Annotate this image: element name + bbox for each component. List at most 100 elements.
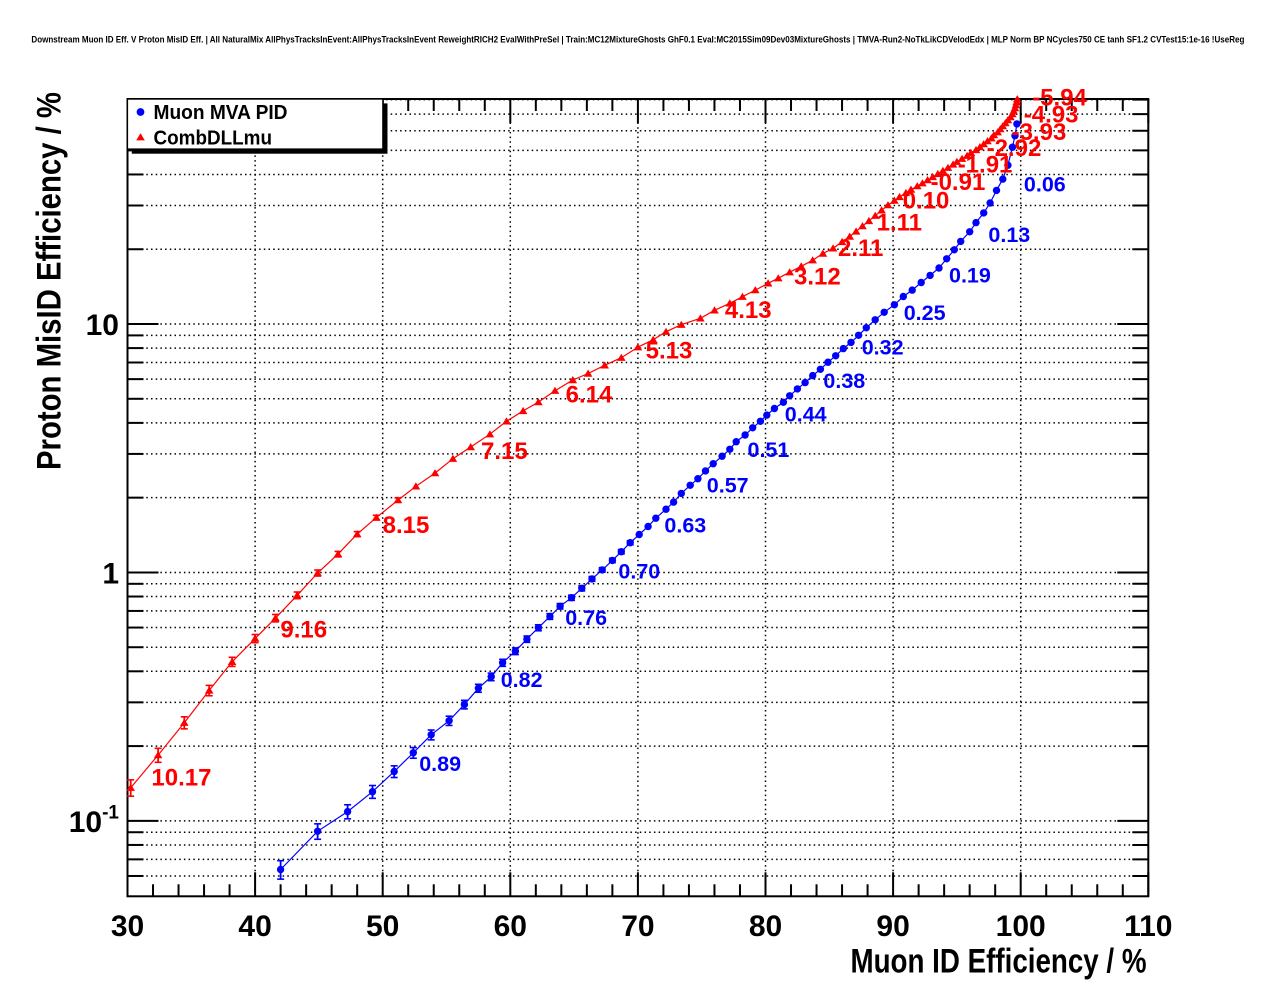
data-point-triangle: [983, 137, 992, 145]
data-point-triangle: [710, 306, 719, 314]
data-point-circle: [732, 438, 740, 446]
data-point-triangle: [837, 237, 847, 246]
grid-lines: [127, 98, 1149, 897]
data-point-triangle: [1013, 95, 1022, 103]
x-tick-label: 100: [996, 910, 1046, 943]
data-point-circle: [556, 602, 564, 610]
data-point-triangle: [372, 513, 381, 521]
data-point-circle: [546, 612, 554, 621]
cut-label: 0.82: [501, 668, 543, 692]
cut-label: 3.12: [794, 264, 841, 291]
series-combdllmu: [126, 95, 1022, 797]
cut-label: -4.93: [1024, 102, 1079, 129]
data-point-circle: [756, 417, 765, 425]
data-point-triangle: [966, 148, 976, 156]
data-point-triangle: [518, 406, 528, 415]
data-point-circle: [763, 411, 771, 419]
data-point-triangle: [466, 443, 475, 451]
data-point-triangle: [864, 216, 874, 225]
data-point-circle: [950, 246, 958, 254]
data-point-circle: [741, 431, 749, 439]
data-point-circle: [801, 378, 809, 387]
data-point-triangle: [943, 163, 953, 171]
x-tick-label: 70: [621, 910, 654, 943]
data-point-triangle: [870, 211, 880, 219]
data-point-circle: [880, 308, 888, 316]
cut-label: 5.13: [646, 338, 693, 365]
x-tick-label: 30: [111, 910, 144, 943]
data-point-circle: [686, 481, 694, 489]
data-point-circle: [709, 460, 717, 468]
data-point-circle: [677, 489, 685, 498]
data-point-circle: [644, 522, 652, 531]
cut-label: 10.17: [151, 764, 211, 791]
data-point-triangle: [808, 256, 817, 264]
cut-label: 8.15: [383, 512, 430, 539]
data-point-circle: [368, 788, 377, 796]
data-point-circle: [847, 338, 855, 347]
data-point-triangle: [933, 169, 943, 178]
data-point-circle: [966, 228, 974, 236]
data-point-circle: [534, 624, 543, 632]
data-point-circle: [1008, 143, 1017, 151]
data-point-circle: [652, 514, 660, 522]
data-point-circle: [498, 659, 507, 667]
data-point-circle: [343, 807, 352, 816]
cut-label: 0.76: [565, 606, 607, 630]
data-point-triangle: [818, 249, 828, 257]
data-point-triangle: [913, 182, 922, 190]
cut-label: 9.16: [280, 616, 327, 643]
x-tick-label: 60: [494, 910, 527, 943]
y-tick-label-exponent: -1: [102, 802, 119, 823]
data-point-triangle: [352, 530, 362, 538]
data-point-triangle: [890, 196, 899, 204]
data-point-triangle: [763, 279, 773, 287]
data-point-triangle: [938, 166, 948, 174]
data-point-circle: [1013, 120, 1021, 128]
data-point-circle: [635, 530, 643, 539]
data-point-triangle: [883, 201, 893, 209]
data-point-triangle: [502, 417, 511, 425]
data-point-circle: [1011, 132, 1019, 140]
data-point-triangle: [858, 222, 867, 230]
data-point-circle: [701, 467, 710, 475]
cut-value-labels: 0.89 0.82 0.76 0.700.630.57 0.51 0.44 0.38 0.32…: [151, 85, 1087, 792]
data-point-circle: [617, 548, 625, 556]
data-point-circle: [313, 827, 322, 835]
data-point-circle: [588, 575, 596, 583]
legend-box: [126, 98, 384, 151]
data-point-circle: [427, 731, 435, 739]
cut-label: 0.10: [903, 188, 950, 215]
data-point-triangle: [901, 188, 911, 197]
series-muon-mva-pid: [276, 120, 1021, 880]
data-point-circle: [999, 175, 1007, 183]
data-point-triangle: [204, 686, 214, 694]
legend-label: CombDLLmu: [154, 126, 273, 149]
y-tick-label: 1: [102, 557, 119, 590]
cut-label: 0.63: [664, 514, 706, 538]
data-point-triangle: [895, 192, 904, 201]
data-point-circle: [694, 475, 702, 483]
data-point-circle: [992, 186, 1001, 195]
data-point-circle: [908, 286, 916, 294]
x-tick-label: 80: [749, 910, 782, 943]
data-point-triangle: [313, 569, 322, 577]
data-point-triangle: [153, 751, 163, 759]
cut-label: 0.25: [904, 301, 946, 325]
data-point-circle: [1004, 161, 1012, 169]
data-point-triangle: [534, 398, 543, 406]
data-point-circle: [779, 398, 788, 406]
data-point-circle: [608, 556, 617, 565]
data-point-triangle: [430, 469, 440, 477]
cut-label: 4.13: [725, 297, 772, 324]
series-line: [130, 98, 1018, 789]
data-point-triangle: [751, 286, 760, 294]
data-point-circle: [809, 371, 817, 380]
data-point-triangle: [393, 496, 403, 504]
data-point-circle: [598, 566, 606, 574]
cut-label: 1.11: [877, 210, 922, 237]
data-point-circle: [662, 505, 670, 513]
cut-label: 0.32: [862, 336, 904, 360]
data-point-circle: [943, 255, 951, 263]
